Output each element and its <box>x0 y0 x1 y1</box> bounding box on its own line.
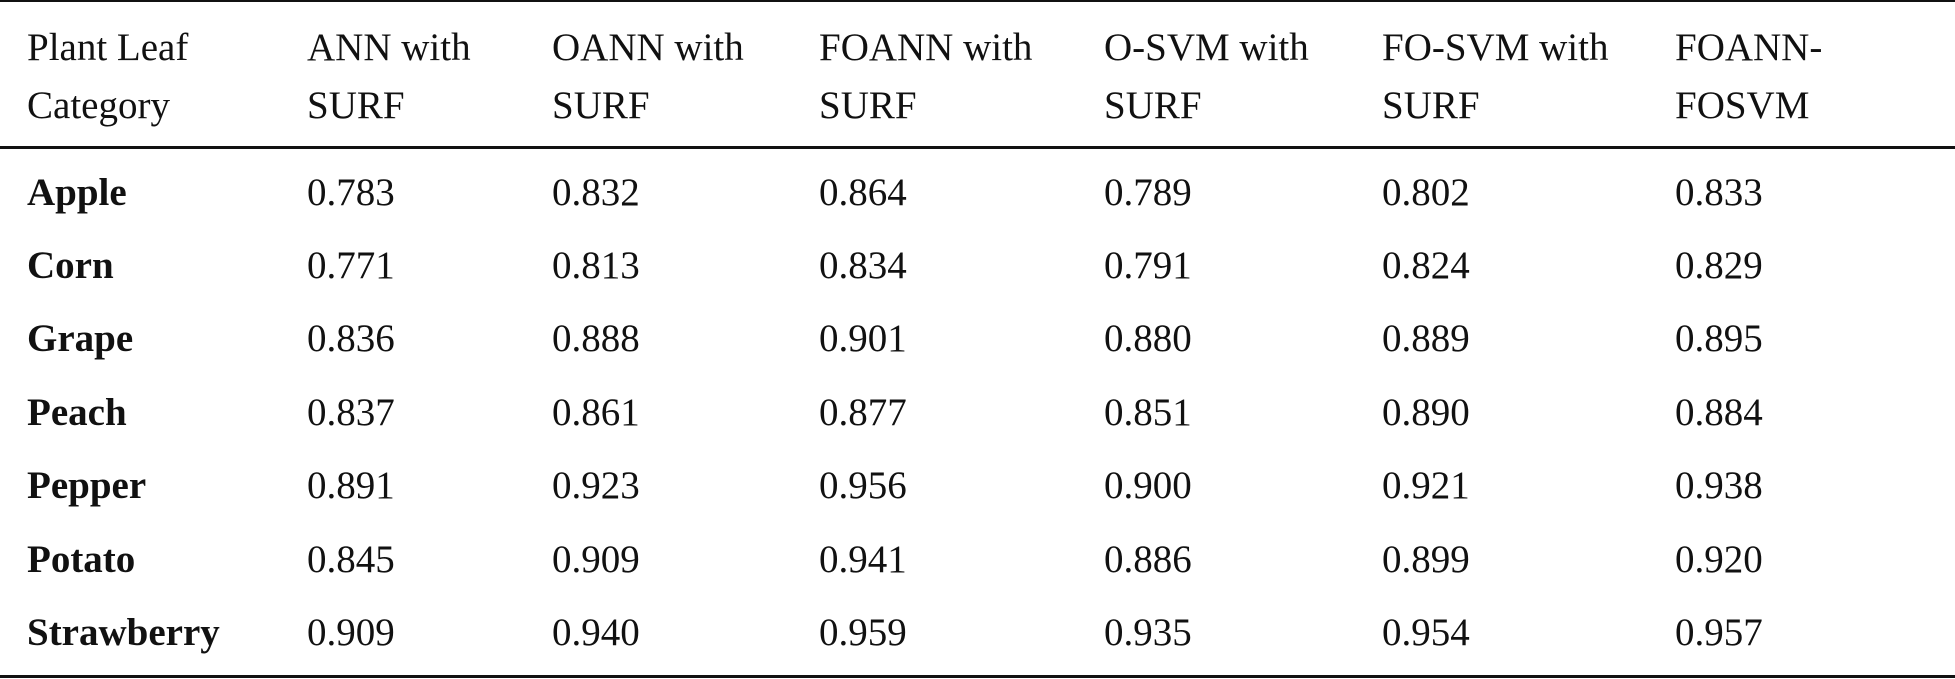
cell-value: 0.957 <box>1675 611 1763 654</box>
cell-value: 0.900 <box>1104 464 1192 507</box>
cell-value: 0.884 <box>1675 391 1763 434</box>
cell-value: 0.895 <box>1675 317 1763 360</box>
header-cell: O-SVM with <box>1104 26 1309 69</box>
cell-value: 0.829 <box>1675 244 1763 287</box>
cell-value: 0.824 <box>1382 244 1470 287</box>
cell-value: 0.956 <box>819 464 907 507</box>
header-cell: FOANN with <box>819 26 1033 69</box>
row-label: Grape <box>27 317 134 360</box>
cell-value: 0.921 <box>1382 464 1470 507</box>
cell-value: 0.802 <box>1382 171 1470 214</box>
cell-value: 0.959 <box>819 611 907 654</box>
cell-value: 0.837 <box>307 391 395 434</box>
cell-value: 0.771 <box>307 244 395 287</box>
cell-value: 0.836 <box>307 317 395 360</box>
cell-value: 0.940 <box>552 611 640 654</box>
cell-value: 0.832 <box>552 171 640 214</box>
cell-value: 0.864 <box>819 171 907 214</box>
cell-value: 0.888 <box>552 317 640 360</box>
header-cell: FOANN- <box>1675 26 1823 69</box>
top-rule <box>0 0 1955 2</box>
row-label: Pepper <box>27 464 147 507</box>
cell-value: 0.845 <box>307 538 395 581</box>
cell-value: 0.901 <box>819 317 907 360</box>
header-cell: SURF <box>819 84 917 127</box>
header-cell: SURF <box>552 84 650 127</box>
cell-value: 0.877 <box>819 391 907 434</box>
header-cell: FOSVM <box>1675 84 1810 127</box>
cell-value: 0.783 <box>307 171 395 214</box>
header-cell: ANN with <box>307 26 471 69</box>
cell-value: 0.891 <box>307 464 395 507</box>
cell-value: 0.909 <box>307 611 395 654</box>
row-label: Corn <box>27 244 114 287</box>
header-cell: SURF <box>1104 84 1202 127</box>
cell-value: 0.890 <box>1382 391 1470 434</box>
cell-value: 0.923 <box>552 464 640 507</box>
bottom-rule <box>0 675 1955 678</box>
header-rule <box>0 146 1955 149</box>
cell-value: 0.833 <box>1675 171 1763 214</box>
row-label: Peach <box>27 391 127 434</box>
cell-value: 0.889 <box>1382 317 1470 360</box>
cell-value: 0.880 <box>1104 317 1192 360</box>
header-cell: SURF <box>1382 84 1480 127</box>
cell-value: 0.938 <box>1675 464 1763 507</box>
cell-value: 0.920 <box>1675 538 1763 581</box>
row-label: Strawberry <box>27 611 220 654</box>
cell-value: 0.813 <box>552 244 640 287</box>
row-label: Potato <box>27 538 136 581</box>
cell-value: 0.899 <box>1382 538 1470 581</box>
header-cell: SURF <box>307 84 405 127</box>
row-label: Apple <box>27 171 127 214</box>
cell-value: 0.851 <box>1104 391 1192 434</box>
header-cell: Category <box>27 84 170 127</box>
cell-value: 0.789 <box>1104 171 1192 214</box>
cell-value: 0.861 <box>552 391 640 434</box>
cell-value: 0.909 <box>552 538 640 581</box>
cell-value: 0.941 <box>819 538 907 581</box>
cell-value: 0.886 <box>1104 538 1192 581</box>
cell-value: 0.791 <box>1104 244 1192 287</box>
header-cell: FO-SVM with <box>1382 26 1609 69</box>
cell-value: 0.935 <box>1104 611 1192 654</box>
cell-value: 0.834 <box>819 244 907 287</box>
header-cell: OANN with <box>552 26 744 69</box>
header-cell: Plant Leaf <box>27 26 189 69</box>
cell-value: 0.954 <box>1382 611 1470 654</box>
